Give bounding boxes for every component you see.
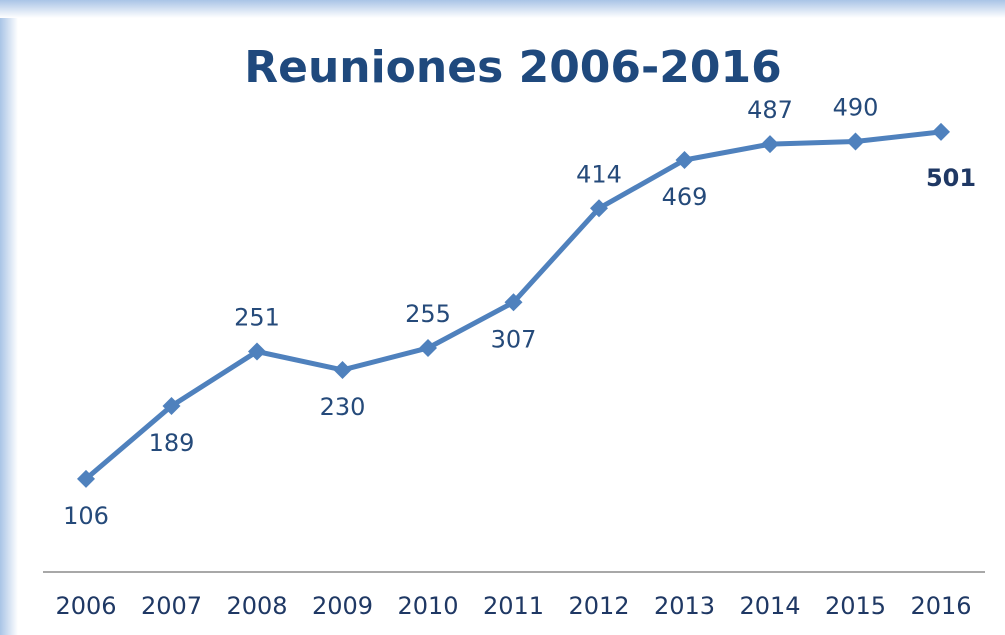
x-tick-label: 2016: [910, 592, 971, 620]
data-label: 230: [320, 393, 366, 421]
x-tick-label: 2012: [568, 592, 629, 620]
data-label: 307: [491, 325, 537, 353]
marker: [248, 342, 266, 361]
marker: [162, 396, 181, 415]
marker: [932, 122, 950, 141]
x-tick-label: 2011: [483, 592, 544, 620]
data-label: 490: [833, 94, 879, 122]
x-tick-label: 2006: [55, 592, 116, 620]
marker: [504, 293, 523, 312]
x-tick-label: 2015: [825, 592, 886, 620]
data-label: 487: [747, 96, 793, 124]
marker: [590, 199, 608, 218]
data-label: 251: [234, 303, 280, 331]
x-tick-label: 2013: [654, 592, 715, 620]
data-label: 469: [662, 183, 708, 211]
marker: [675, 150, 694, 169]
x-tick-label: 2010: [397, 592, 458, 620]
marker: [77, 469, 95, 488]
marker: [419, 338, 437, 357]
frame-left: [0, 0, 18, 635]
x-tick-label: 2007: [141, 592, 202, 620]
chart-title: Reuniones 2006-2016: [244, 42, 782, 93]
data-label: 501: [926, 164, 976, 192]
marker: [761, 135, 779, 154]
marker: [333, 360, 352, 379]
x-tick-label: 2014: [739, 592, 800, 620]
data-label: 414: [576, 160, 622, 188]
marker: [846, 132, 865, 151]
frame-top: [0, 0, 1005, 18]
x-tick-label: 2009: [312, 592, 373, 620]
data-label: 106: [63, 502, 109, 530]
data-label: 255: [405, 300, 451, 328]
x-tick-label: 2008: [226, 592, 287, 620]
data-label: 189: [149, 429, 195, 457]
